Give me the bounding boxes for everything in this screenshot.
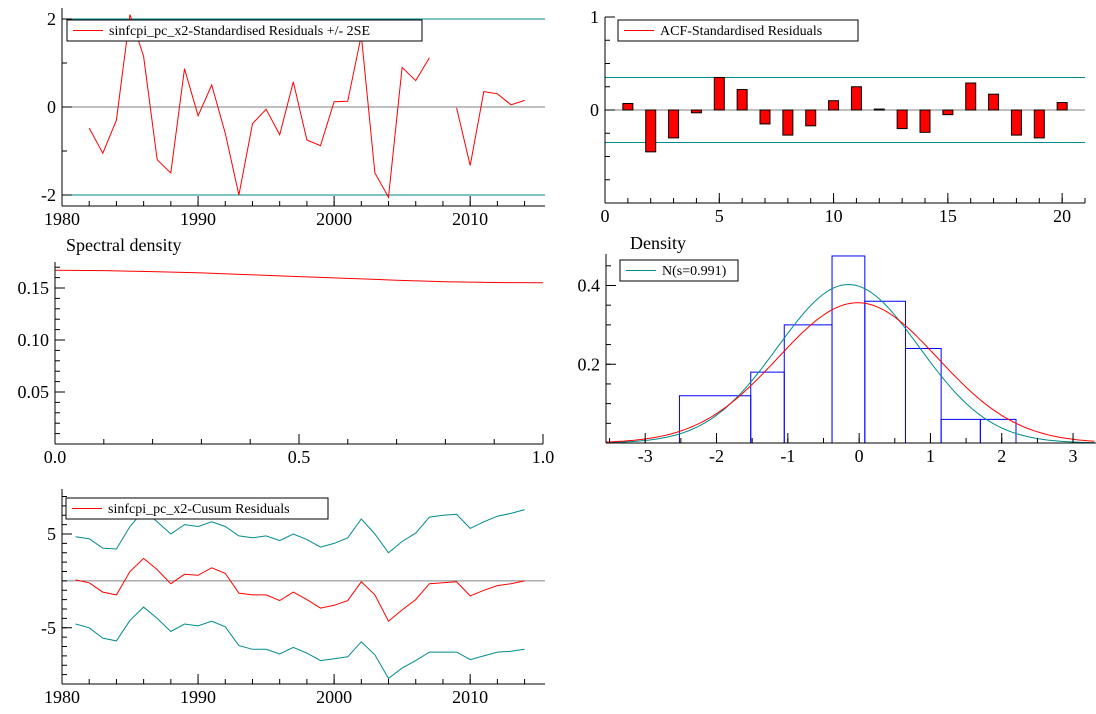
histogram-bar <box>750 371 785 444</box>
cusum-lower-bound-line <box>75 606 525 680</box>
x-tick-label: 0 <box>855 446 864 466</box>
y-tick-label: 0.15 <box>18 278 50 298</box>
legend-label: sinfcpi_pc_x2-Cusum Residuals <box>108 502 290 517</box>
x-tick-label: 1990 <box>180 209 216 229</box>
residuals-panel: 1980 1990 2000 2010 -2 0 2 sinfcpi_pc_x2-Standa… <box>41 8 545 229</box>
y-tick-label: 0.4 <box>578 276 601 296</box>
x-tick-label: 2000 <box>316 687 352 707</box>
x-tick-label: -2 <box>709 446 724 466</box>
acf-bar <box>622 102 634 111</box>
x-tick-label: 15 <box>939 206 957 226</box>
y-tick-label: -2 <box>41 185 56 205</box>
acf-bar <box>759 109 771 125</box>
legend-box <box>619 259 739 282</box>
spectral-density-panel: Spectral density 0.0 0.5 1.0 0.05 0.10 0.15 <box>18 235 555 467</box>
legend-label: sinfcpi_pc_x2-Standardised Residuals +/-… <box>109 24 370 39</box>
acf-bar <box>988 93 1000 111</box>
x-tick-label: 0.5 <box>288 447 311 467</box>
histogram-bar <box>904 348 942 444</box>
acf-bar <box>965 82 977 111</box>
acf-bar <box>1033 109 1045 139</box>
legend-box <box>617 19 859 42</box>
x-tick-label: 5 <box>715 206 724 226</box>
histogram-bar <box>783 324 833 444</box>
histogram-bar <box>940 418 981 444</box>
density-panel: Density -3 -2 -1 0 1 2 3 0.2 0.4 N(s=0.991) <box>578 233 1096 466</box>
acf-bar <box>668 109 680 139</box>
x-tick-label: 3 <box>1069 446 1078 466</box>
y-tick-label: 0.10 <box>18 330 50 350</box>
acf-bar <box>1010 109 1022 136</box>
x-tick-label: 1980 <box>44 209 80 229</box>
acf-bar <box>805 109 817 127</box>
acf-bar <box>713 76 725 111</box>
acf-bar <box>690 109 702 114</box>
cusum-line <box>75 557 525 622</box>
cusum-panel: 1980 1990 2000 2010 -5 5 sinfcpi_pc_x2-Cusum R… <box>41 489 545 707</box>
density-title: Density <box>630 233 686 253</box>
acf-bar <box>896 109 908 130</box>
legend-box <box>66 19 423 42</box>
histogram-bar <box>678 395 752 444</box>
y-tick-label: 2 <box>47 9 56 29</box>
legend-box <box>65 497 329 520</box>
x-tick-label: 1 <box>926 446 935 466</box>
kernel-density-curve <box>605 302 1095 443</box>
y-tick-label: 5 <box>47 524 56 544</box>
x-tick-label: 2010 <box>452 687 488 707</box>
normal-fit-curve <box>605 283 1095 444</box>
acf-bar <box>850 86 862 111</box>
acf-bar <box>828 100 840 111</box>
residual-series-line <box>88 14 430 199</box>
x-tick-label: 2000 <box>316 209 352 229</box>
acf-panel: 0 5 10 15 20 0 1 ACF-Standardised Residuals <box>590 7 1086 226</box>
spectral-density-line <box>54 269 544 284</box>
spectral-density-title: Spectral density <box>66 235 181 255</box>
y-tick-label: -5 <box>41 618 56 638</box>
acf-bar <box>1056 102 1068 111</box>
x-tick-label: 20 <box>1053 206 1071 226</box>
x-tick-label: 1990 <box>180 687 216 707</box>
y-tick-label: 0.05 <box>18 382 50 402</box>
x-tick-label: 1.0 <box>532 447 555 467</box>
acf-bar <box>873 108 885 111</box>
legend-label: N(s=0.991) <box>662 264 727 279</box>
histogram-bar <box>864 300 906 444</box>
acf-bar <box>736 89 748 111</box>
x-tick-label: 2 <box>997 446 1006 466</box>
y-tick-label: 1 <box>590 7 599 27</box>
acf-bar <box>919 109 931 133</box>
acf-bar <box>645 109 657 153</box>
x-tick-label: -3 <box>638 446 653 466</box>
x-tick-label: 0 <box>601 206 610 226</box>
x-tick-label: 1980 <box>44 687 80 707</box>
acf-bar <box>782 109 794 136</box>
y-tick-label: 0 <box>590 100 599 120</box>
y-tick-label: 0.2 <box>578 354 601 374</box>
residual-series-line <box>456 91 525 166</box>
x-tick-label: 0.0 <box>44 447 67 467</box>
acf-bar <box>942 109 954 116</box>
x-tick-label: -1 <box>780 446 795 466</box>
legend-label: ACF-Standardised Residuals <box>660 24 822 39</box>
y-tick-label: 0 <box>47 97 56 117</box>
x-tick-label: 10 <box>825 206 843 226</box>
x-tick-label: 2010 <box>452 209 488 229</box>
